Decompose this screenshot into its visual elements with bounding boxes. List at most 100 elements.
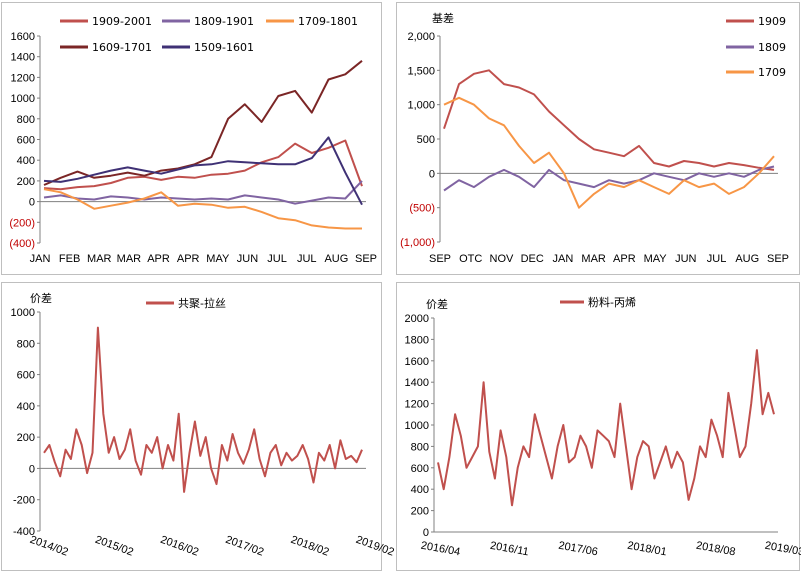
x-tick-label: 2017/02 <box>224 534 265 559</box>
chart-powder-propylene-spread: 2000180016001400120010008006004002000价差2… <box>405 295 801 558</box>
x-tick-label: 2015/02 <box>93 534 134 559</box>
x-tick-label: 2018/08 <box>695 540 736 559</box>
x-tick-label: JAN <box>553 253 574 265</box>
y-tick-label: -400 <box>13 526 35 538</box>
y-tick-label: 400 <box>17 401 35 413</box>
y-tick-label: (1,000) <box>400 237 435 249</box>
y-tick-label: 1200 <box>405 399 429 411</box>
y-tick-label: 1400 <box>11 52 35 64</box>
x-tick-label: 2016/04 <box>420 540 461 559</box>
series-line <box>443 165 775 192</box>
x-tick-label: MAR <box>87 253 112 265</box>
y-tick-label: 600 <box>17 370 35 382</box>
series-line <box>43 139 363 191</box>
y-tick-label: (500) <box>409 203 435 215</box>
x-tick-label: MAY <box>206 253 230 265</box>
legend-label: 共聚-拉丝 <box>178 296 226 310</box>
y-tick-label: 1000 <box>405 420 429 432</box>
legend-label: 1909 <box>758 15 786 28</box>
chart-1909-spreads: 1600 1400 1200 1000 800 600 400 200 0 (200) (400) J… <box>9 15 377 265</box>
y-tick-label: 400 <box>17 155 35 167</box>
panel-4-border <box>396 282 800 571</box>
y-tick-label: 1,000 <box>407 100 435 112</box>
y-axis-label: 价差 <box>426 297 448 311</box>
panel-3-border <box>1 282 382 571</box>
x-tick-label: AUG <box>324 253 348 265</box>
x-tick-label: AUG <box>735 253 759 265</box>
x-tick-label: SEP <box>355 253 377 265</box>
y-tick-label: 400 <box>411 484 429 496</box>
y-tick-label: 1,500 <box>407 65 435 77</box>
x-tick-label: APR <box>147 253 170 265</box>
x-tick-label: 2016/02 <box>159 534 200 559</box>
series-line <box>43 136 363 206</box>
y-tick-label: 600 <box>17 135 35 147</box>
y-tick-label: 1600 <box>405 356 429 368</box>
x-tick-label: NOV <box>490 253 515 265</box>
y-tick-label: 0 <box>429 168 435 180</box>
x-tick-label: JUN <box>675 253 696 265</box>
x-tick-label: MAR <box>581 253 606 265</box>
x-tick-label: 2014/02 <box>28 534 69 559</box>
legend-label: 粉料-丙烯 <box>588 295 636 309</box>
legend-label: 1709-1801 <box>298 15 358 28</box>
y-tick-label: 2000 <box>405 313 429 325</box>
y-tick-label: 1000 <box>11 307 35 319</box>
x-tick-label: 2018/01 <box>626 540 667 559</box>
x-tick-label: 2019/02 <box>354 534 395 559</box>
y-tick-label: 600 <box>411 463 429 475</box>
y-axis-label: 价差 <box>30 291 52 305</box>
y-axis-label: 基差 <box>432 11 454 25</box>
x-tick-label: JAN <box>30 253 51 265</box>
x-tick-label: DEC <box>521 253 544 265</box>
y-tick-label: (200) <box>9 217 35 229</box>
panel-1-border <box>1 2 382 275</box>
x-tick-label: FEB <box>59 253 80 265</box>
x-tick-label: SEP <box>767 253 789 265</box>
legend-label: 1709 <box>758 66 786 79</box>
x-tick-label: 2017/06 <box>557 540 598 559</box>
x-tick-label: JUL <box>297 253 317 265</box>
series-line <box>437 349 775 507</box>
chart-basis: 2,000 1,500 1,000 500 0 (500) (1,000) 基差 SEP OTC N… <box>400 11 789 265</box>
x-tick-label: MAY <box>644 253 668 265</box>
legend-label: 1809 <box>758 41 786 54</box>
y-tick-label: 200 <box>17 432 35 444</box>
y-tick-label: 0 <box>29 197 35 209</box>
legend-label: 1509-1601 <box>194 41 254 54</box>
series-line <box>443 96 775 209</box>
legend-label: 1609-1701 <box>92 41 152 54</box>
panel-2-border <box>396 2 800 275</box>
x-tick-label: 2018/02 <box>289 534 330 559</box>
y-tick-label: 1400 <box>405 377 429 389</box>
series-line <box>43 326 363 493</box>
y-tick-label: 1000 <box>11 93 35 105</box>
y-tick-label: 0 <box>423 527 429 539</box>
y-tick-label: (400) <box>9 238 35 250</box>
series-line <box>43 60 363 186</box>
series-line <box>443 69 775 171</box>
series-line <box>43 188 362 230</box>
series-line <box>43 180 363 205</box>
y-tick-label: 800 <box>17 338 35 350</box>
y-tick-label: 800 <box>411 441 429 453</box>
x-tick-label: JUL <box>707 253 727 265</box>
x-tick-label: JUL <box>267 253 287 265</box>
y-tick-label: 800 <box>17 114 35 126</box>
y-tick-label: 2,000 <box>407 31 435 43</box>
chart-copolymer-spread: 1000 800 600 400 200 0 -200 -400 价差 2014/02 2015/0… <box>11 291 396 559</box>
y-tick-label: 1800 <box>405 334 429 346</box>
legend-label: 1809-1901 <box>194 15 254 28</box>
y-tick-label: 200 <box>17 176 35 188</box>
y-tick-label: 500 <box>417 134 435 146</box>
y-tick-label: 0 <box>29 463 35 475</box>
x-tick-label: MAR <box>117 253 142 265</box>
y-tick-label: 1200 <box>11 72 35 84</box>
legend-label: 1909-2001 <box>92 15 152 28</box>
x-tick-label: JUN <box>237 253 258 265</box>
y-tick-label: -200 <box>13 495 35 507</box>
x-tick-label: 2016/11 <box>489 540 529 559</box>
x-tick-label: SEP <box>429 253 451 265</box>
x-tick-label: APR <box>177 253 200 265</box>
